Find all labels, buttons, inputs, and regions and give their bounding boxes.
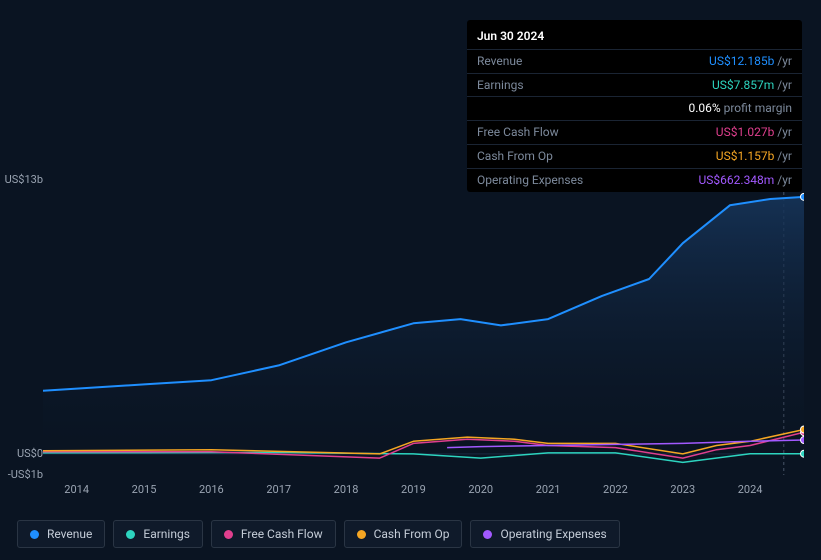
tooltip-label: Revenue (477, 53, 522, 70)
tooltip-date: Jun 30 2024 (467, 20, 802, 49)
tooltip-row: Free Cash Flow US$1.027b /yr (467, 120, 802, 144)
tooltip-suffix: /yr (774, 78, 792, 92)
legend-opex[interactable]: Operating Expenses (470, 520, 619, 548)
x-axis: 2014 2015 2016 2017 2018 2019 2020 2021 2022 2023… (43, 483, 804, 503)
tooltip-suffix: /yr (774, 173, 792, 187)
x-axis-label: 2016 (199, 483, 224, 496)
x-axis-label: 2021 (536, 483, 561, 496)
tooltip-label: Earnings (477, 77, 524, 94)
x-axis-label: 2014 (64, 483, 89, 496)
y-axis-label: -US$1b (0, 468, 43, 481)
legend-label: Earnings (143, 527, 190, 541)
chart-legend: Revenue Earnings Free Cash Flow Cash From O… (17, 520, 620, 548)
tooltip-value: 0.06% (688, 101, 720, 115)
legend-label: Operating Expenses (500, 527, 606, 541)
tooltip-label: Operating Expenses (477, 172, 583, 189)
x-axis-label: 2019 (401, 483, 426, 496)
legend-earnings[interactable]: Earnings (113, 520, 203, 548)
tooltip-row: Cash From Op US$1.157b /yr (467, 144, 802, 168)
legend-fcf[interactable]: Free Cash Flow (211, 520, 336, 548)
tooltip-suffix: /yr (774, 125, 792, 139)
tooltip-value: US$1.157b (716, 149, 775, 163)
tooltip-label: Cash From Op (477, 148, 553, 165)
tooltip-suffix: /yr (774, 54, 792, 68)
tooltip-value: US$1.027b (716, 125, 775, 139)
legend-dot (30, 530, 39, 539)
plot-area[interactable] (43, 180, 804, 475)
legend-revenue[interactable]: Revenue (17, 520, 105, 548)
x-axis-label: 2015 (132, 483, 157, 496)
tooltip-row: 0.06% profit margin (467, 96, 802, 120)
legend-cfo[interactable]: Cash From Op (344, 520, 463, 548)
x-axis-label: 2022 (603, 483, 628, 496)
tooltip-row: Operating Expenses US$662.348m /yr (467, 168, 802, 192)
x-axis-label: 2023 (670, 483, 695, 496)
legend-label: Free Cash Flow (241, 527, 323, 541)
x-axis-label: 2020 (468, 483, 493, 496)
y-axis-label: US$0 (0, 447, 43, 460)
tooltip-row: Revenue US$12.185b /yr (467, 49, 802, 73)
legend-label: Cash From Op (374, 527, 450, 541)
financials-chart: US$13bUS$0-US$1b 20142015201620172018201… (17, 160, 804, 520)
legend-dot (357, 530, 366, 539)
legend-dot (483, 530, 492, 539)
y-axis-label: US$13b (0, 173, 43, 186)
data-tooltip: Jun 30 2024 RevenueUS$12.185b /yrEarning… (467, 20, 802, 192)
tooltip-value: US$7.857m (712, 78, 774, 92)
legend-dot (224, 530, 233, 539)
tooltip-label: Free Cash Flow (477, 124, 559, 141)
x-axis-label: 2024 (738, 483, 763, 496)
legend-label: Revenue (47, 527, 92, 541)
x-axis-label: 2017 (266, 483, 291, 496)
tooltip-row: Earnings US$7.857m /yr (467, 73, 802, 97)
tooltip-value: US$662.348m (699, 173, 775, 187)
x-axis-label: 2018 (334, 483, 359, 496)
tooltip-value: US$12.185b (709, 54, 774, 68)
tooltip-suffix: profit margin (721, 101, 792, 115)
tooltip-suffix: /yr (774, 149, 792, 163)
legend-dot (126, 530, 135, 539)
